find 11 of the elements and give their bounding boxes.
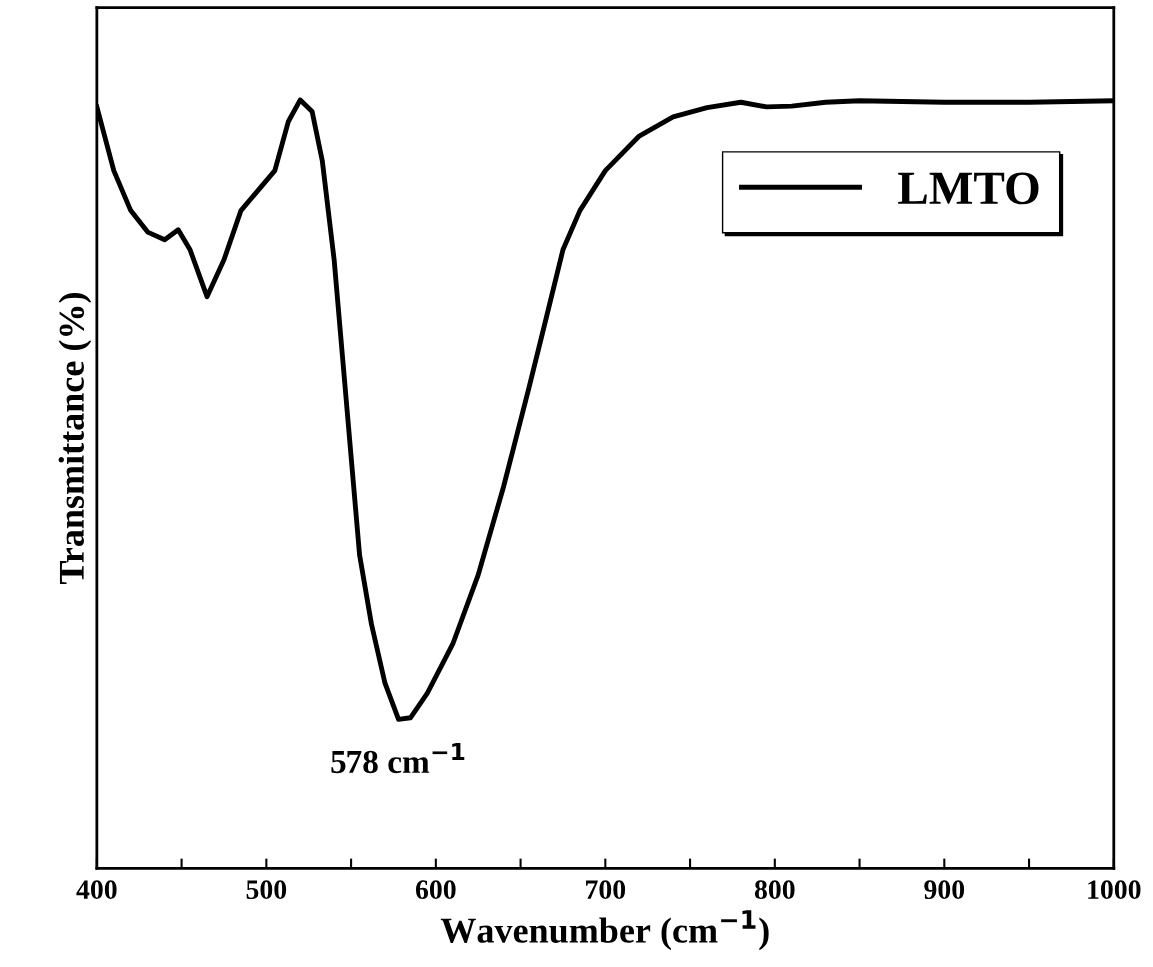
x-tick-label: 700	[586, 880, 626, 900]
x-tick-label: 900	[924, 880, 965, 900]
x-tick-label: 400	[76, 880, 117, 900]
y-axis-title: Transmittance (%)	[58, 293, 92, 585]
x-tick-label: 500	[246, 880, 287, 900]
x-tick-label: 1000	[1088, 880, 1141, 900]
annotation: 578 cm$^{−1}$	[331, 743, 465, 774]
x-tick-label: 800	[754, 880, 795, 900]
legend-label: LMTO	[898, 172, 1039, 205]
x-axis-title: Wavenumber (cm$^{−1}$)	[440, 910, 769, 951]
x-tick-label: 600	[415, 880, 456, 900]
